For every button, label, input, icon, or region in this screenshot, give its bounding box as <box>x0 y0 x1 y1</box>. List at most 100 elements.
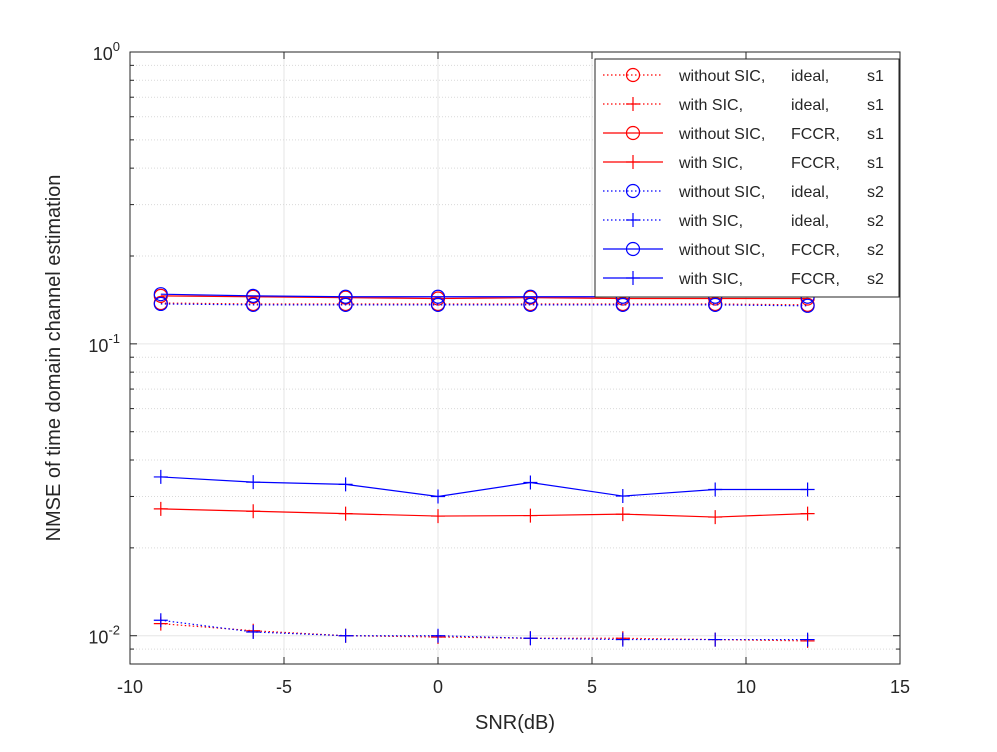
legend-label-part: FCCR, <box>791 271 840 288</box>
y-tick-label-exponent: 0 <box>113 39 120 54</box>
legend-entry-8: with SIC, FCCR, s2 <box>603 271 884 288</box>
data-point-marker <box>431 509 445 524</box>
data-point-marker <box>523 631 538 646</box>
legend-label-part: s2 <box>867 271 884 288</box>
x-tick-label: 0 <box>433 677 443 697</box>
legend-label-part: FCCR, <box>791 242 840 259</box>
legend-marker-sample <box>625 183 641 199</box>
legend-entry-4: with SIC, FCCR, s1 <box>603 155 884 172</box>
legend-marker-sample <box>625 241 641 257</box>
data-point-marker <box>246 288 261 303</box>
legend-entry-5: without SIC, ideal, s2 <box>603 183 884 201</box>
data-point-marker <box>523 297 538 312</box>
x-tick-label: 5 <box>587 677 597 697</box>
plot-area-frame <box>129 51 901 665</box>
data-point-marker <box>246 297 261 312</box>
data-point-marker <box>338 297 353 312</box>
series-4 <box>153 501 815 525</box>
legend-label-part: s2 <box>867 184 884 201</box>
legend-marker-sample <box>626 155 640 169</box>
series-6 <box>153 613 815 647</box>
data-point-marker <box>246 504 261 519</box>
legend-label-part: FCCR, <box>791 126 840 143</box>
legend-label-part: s2 <box>867 242 884 259</box>
data-point-marker <box>615 632 630 647</box>
x-tick-label: -10 <box>117 677 143 697</box>
y-tick-label-base: 10 <box>88 336 108 356</box>
data-point-marker <box>153 469 168 484</box>
series-line <box>160 619 808 641</box>
legend-entry-1: without SIC, ideal, s1 <box>603 67 884 85</box>
legend-entry-3: without SIC, FCCR, s1 <box>603 125 884 143</box>
data-point-marker <box>338 506 353 521</box>
series-8 <box>153 469 815 504</box>
legend-entry-7: without SIC, FCCR, s2 <box>603 241 884 259</box>
data-point-marker <box>153 296 168 312</box>
data-point-marker <box>708 297 723 312</box>
legend-label-part: s1 <box>867 126 884 143</box>
legend-label-part: with SIC, <box>678 271 743 288</box>
data-point-marker <box>153 287 168 302</box>
data-point-marker <box>800 632 815 647</box>
series-5 <box>153 296 815 313</box>
legend-label-part: s2 <box>867 213 884 230</box>
y-tick-label-base: 10 <box>93 44 113 64</box>
series-line <box>160 295 808 300</box>
data-point-marker <box>153 501 168 516</box>
legend-label-part: s1 <box>867 97 884 114</box>
legend-label-part: without SIC, <box>678 126 765 143</box>
legend-label-part: FCCR, <box>791 155 840 172</box>
data-point-marker <box>430 289 446 304</box>
y-tick-label: 10-1 <box>88 331 120 356</box>
legend-label-part: ideal, <box>791 213 829 230</box>
legend-marker-sample <box>626 97 640 111</box>
legend-entry-2: with SIC, ideal, s1 <box>603 97 884 114</box>
legend-label-part: without SIC, <box>678 68 765 85</box>
legend-label-part: with SIC, <box>678 213 743 230</box>
x-tick-label: -5 <box>276 677 292 697</box>
legend-marker-sample <box>626 213 640 227</box>
data-point-marker <box>708 482 723 497</box>
y-axis-label: NMSE of time domain channel estimation <box>43 175 65 542</box>
legend-entry-6: with SIC, ideal, s2 <box>603 213 884 230</box>
series-line <box>160 623 808 642</box>
data-point-marker <box>523 475 538 490</box>
x-axis-label: SNR(dB) <box>475 712 555 734</box>
data-point-marker <box>430 297 446 312</box>
legend-label-part: ideal, <box>791 68 829 85</box>
legend-label-part: without SIC, <box>678 184 765 201</box>
data-point-marker <box>338 628 353 643</box>
y-tick-label-exponent: -2 <box>108 623 120 638</box>
legend-box <box>594 58 900 298</box>
x-tick-label: 15 <box>890 677 910 697</box>
data-point-marker <box>523 508 538 523</box>
data-point-marker <box>246 624 261 639</box>
legend-marker-sample <box>625 125 641 141</box>
data-point-marker <box>615 507 630 522</box>
legend-marker-sample <box>625 67 641 83</box>
data-point-marker <box>431 489 445 504</box>
data-point-marker <box>523 289 538 304</box>
y-tick-label: 100 <box>93 39 120 64</box>
data-point-marker <box>246 475 261 490</box>
data-point-marker <box>615 297 630 312</box>
legend-label-part: with SIC, <box>678 97 743 114</box>
legend-label-part: s1 <box>867 68 884 85</box>
legend-label-part: ideal, <box>791 184 829 201</box>
x-tick-label: 10 <box>736 677 756 697</box>
data-point-marker <box>615 489 630 504</box>
data-point-marker <box>800 482 815 497</box>
legend-label-part: s1 <box>867 155 884 172</box>
data-point-marker <box>800 298 815 313</box>
data-point-marker <box>800 506 815 521</box>
y-tick-label-exponent: -1 <box>108 331 120 346</box>
data-point-marker <box>708 632 723 647</box>
legend-label-part: without SIC, <box>678 242 765 259</box>
series-line <box>160 508 808 518</box>
data-point-marker <box>338 477 353 492</box>
y-tick-label: 10-2 <box>88 623 120 648</box>
legend-label-part: ideal, <box>791 97 829 114</box>
